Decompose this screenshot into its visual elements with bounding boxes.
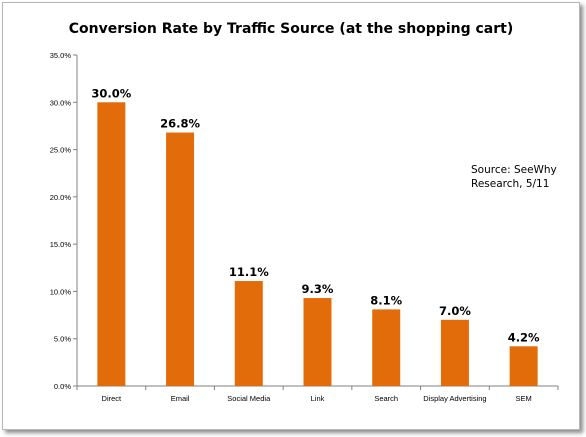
category-label: Display Advertising [423,394,486,403]
data-label: 9.3% [302,282,334,296]
category-label: Direct [102,394,123,403]
chart-plot: 0.0% 5.0% 10.0% 15.0% 20.0% 25.0% 30.0% 35.0% 3… [50,51,559,403]
category-label: Search [374,394,398,403]
y-tick-label: 30.0% [50,98,72,107]
y-tick-label: 10.0% [50,287,72,296]
bar [372,309,401,386]
data-label: 26.8% [160,117,200,131]
y-axis-ticks: 0.0% 5.0% 10.0% 15.0% 20.0% 25.0% 30.0% 35.0% [50,51,77,391]
x-axis-ticks [76,386,559,390]
bar [440,319,469,386]
bar [303,298,332,386]
category-labels: Direct Email Social Media Link Search Display… [102,394,532,403]
bar [97,102,126,387]
y-tick-label: 15.0% [50,240,72,249]
source-annotation: Source: SeeWhy Research, 5/11 [471,164,557,190]
y-tick-label: 5.0% [54,335,71,344]
bar [234,281,263,386]
data-labels: 30.0% 26.8% 11.1% 9.3% 8.1% 7.0% 4.2% [91,86,540,344]
category-label: Email [171,394,190,403]
data-label: 4.2% [508,330,540,344]
y-tick-label: 35.0% [50,51,72,60]
chart-title: Conversion Rate by Traffic Source (at th… [68,21,514,37]
y-tick-label: 25.0% [50,146,72,155]
data-label: 30.0% [91,86,131,100]
data-label: 11.1% [229,265,269,279]
bar-series [97,102,538,387]
chart-frame: Conversion Rate by Traffic Source (at th… [2,2,580,430]
bar [166,132,195,386]
data-label: 8.1% [370,293,402,307]
y-tick-label: 20.0% [50,193,72,202]
category-label: Link [311,394,325,403]
data-label: 7.0% [439,304,471,318]
bar [509,346,538,386]
y-tick-label: 0.0% [54,382,71,391]
category-label: SEM [516,394,532,403]
category-label: Social Media [227,394,271,403]
